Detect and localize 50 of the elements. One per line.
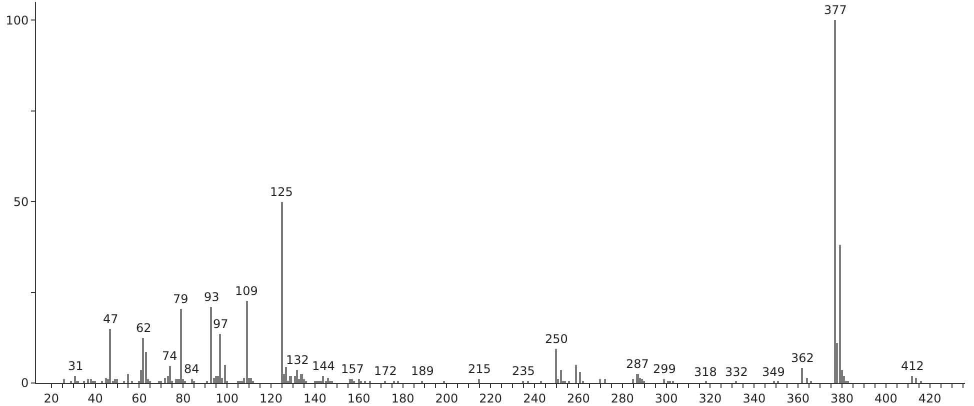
x-tick-label: 280 (610, 391, 634, 406)
annotation: 172 (374, 364, 397, 378)
annotation: 109 (235, 284, 258, 298)
annotation: 189 (411, 364, 434, 378)
y-tick-label: 50 (13, 194, 29, 209)
x-tick-label: 40 (88, 391, 103, 406)
annotation: 332 (725, 365, 748, 379)
annotation: 235 (512, 364, 535, 378)
x-tick-label: 200 (435, 391, 458, 406)
y-tick-label: 100 (6, 13, 29, 28)
annotation: 362 (791, 351, 814, 365)
annotation: 377 (824, 3, 847, 17)
x-tick-label: 220 (479, 391, 502, 406)
annotation: 84 (184, 362, 200, 376)
annotation: 299 (653, 362, 676, 376)
annotation: 97 (213, 317, 228, 331)
annotation: 47 (103, 312, 118, 326)
annotation: 157 (341, 362, 364, 376)
x-tick-label: 140 (303, 391, 326, 406)
y-tick-label: 0 (20, 376, 29, 390)
annotation: 250 (545, 332, 568, 346)
annotation: 125 (270, 185, 293, 199)
x-tick-label: 400 (874, 391, 898, 406)
x-tick-label: 100 (216, 391, 239, 406)
x-tick-label: 260 (567, 391, 590, 406)
annotation: 79 (173, 292, 188, 306)
x-tick-label: 420 (918, 391, 942, 406)
x-tick-label: 160 (347, 391, 370, 406)
annotation: 93 (204, 290, 220, 304)
annotation: 62 (136, 321, 152, 335)
x-tick-label: 340 (742, 391, 766, 406)
annotation: 318 (694, 365, 717, 379)
x-tick-label: 240 (523, 391, 546, 406)
annotation: 31 (68, 359, 84, 373)
x-tick-label: 20 (44, 391, 60, 406)
x-tick-label: 380 (830, 391, 854, 406)
annotation: 132 (286, 353, 309, 367)
annotation: 74 (162, 349, 178, 363)
x-tick-label: 60 (132, 391, 147, 406)
annotation: 287 (626, 357, 649, 371)
x-tick-label: 300 (654, 391, 678, 406)
annotation: 215 (468, 362, 491, 376)
x-tick-label: 320 (698, 391, 722, 406)
annotation: 144 (312, 359, 335, 373)
x-tick-label: 180 (391, 391, 414, 406)
x-tick-label: 360 (786, 391, 810, 406)
x-tick-label: 120 (260, 391, 282, 406)
x-tick-label: 80 (176, 391, 191, 406)
annotation: 412 (901, 359, 924, 373)
annotation: 349 (762, 365, 785, 379)
